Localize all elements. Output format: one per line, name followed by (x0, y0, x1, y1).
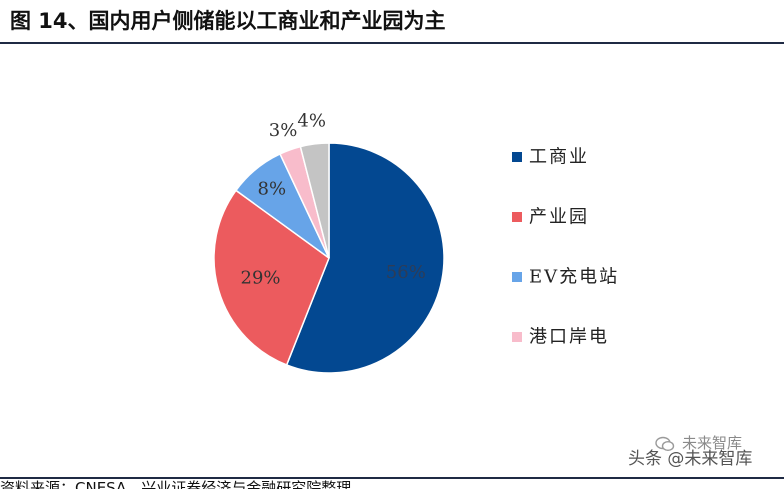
pie-data-label: 4% (297, 111, 326, 132)
pie-slice (285, 142, 445, 374)
pie-data-label: 29% (241, 267, 281, 288)
pie-data-label: 3% (269, 120, 298, 141)
legend-swatch (512, 272, 522, 282)
legend-swatch (512, 332, 522, 342)
chat-bubble-icon (655, 436, 675, 452)
legend-swatch (512, 212, 522, 222)
footer-divider (0, 477, 784, 479)
title-divider (0, 42, 784, 44)
source-note: 资料来源：CNESA，兴业证券经济与金融研究院整理 (0, 479, 352, 489)
pie-data-label: 56% (386, 262, 426, 283)
pie-slices (213, 142, 445, 374)
pie-slice (213, 189, 330, 366)
watermark: 头条 @未来智库 (628, 449, 753, 469)
legend-swatch (512, 152, 522, 162)
pie-data-label: 8% (258, 178, 287, 199)
pie-slice (299, 142, 330, 259)
pie-data-labels: 56% 29% 8% 3% 4% (241, 111, 426, 289)
legend-label: 产业园 (529, 207, 589, 228)
watermark-brand: 未来智库 (682, 434, 743, 452)
legend-label: EV充电站 (529, 267, 619, 288)
page-title: 图 14、国内用户侧储能以工商业和产业园为主 (10, 9, 446, 33)
legend-label: 港口岸电 (529, 327, 609, 348)
legend-label: 工商业 (529, 147, 589, 168)
